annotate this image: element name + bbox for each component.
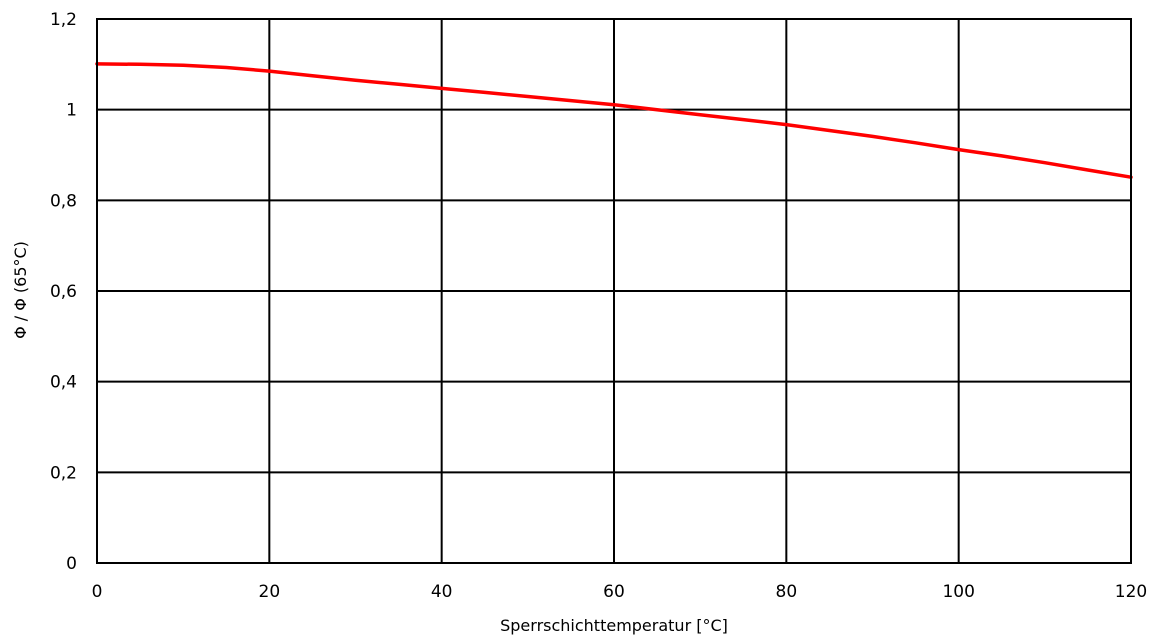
x-tick-labels: 0 20 40 60 80 100 120 (92, 582, 1148, 602)
plot-frame (96, 18, 1132, 564)
x-tick-label: 0 (92, 582, 103, 602)
y-tick-label: 0,6 (50, 282, 77, 302)
x-tick-label: 100 (942, 582, 974, 602)
y-tick-label: 0 (66, 554, 77, 574)
y-tick-label: 0,8 (50, 191, 77, 211)
x-tick-label: 60 (603, 582, 625, 602)
y-axis-label: Φ / Φ (65°C) (11, 241, 30, 339)
x-axis-label: Sperrschichttemperatur [°C] (500, 616, 728, 635)
x-tick-label: 120 (1115, 582, 1147, 602)
y-tick-label: 0,2 (50, 463, 77, 483)
y-tick-label: 0,4 (50, 373, 77, 393)
x-tick-label: 20 (259, 582, 281, 602)
y-tick-label: 1 (66, 101, 77, 121)
x-tick-label: 80 (776, 582, 798, 602)
y-tick-labels: 0 0,2 0,4 0,6 0,8 1 1,2 (50, 10, 77, 574)
series-line (95, 62, 1133, 179)
y-tick-label: 1,2 (50, 10, 77, 30)
series-layer (95, 62, 1133, 179)
x-tick-label: 40 (431, 582, 453, 602)
